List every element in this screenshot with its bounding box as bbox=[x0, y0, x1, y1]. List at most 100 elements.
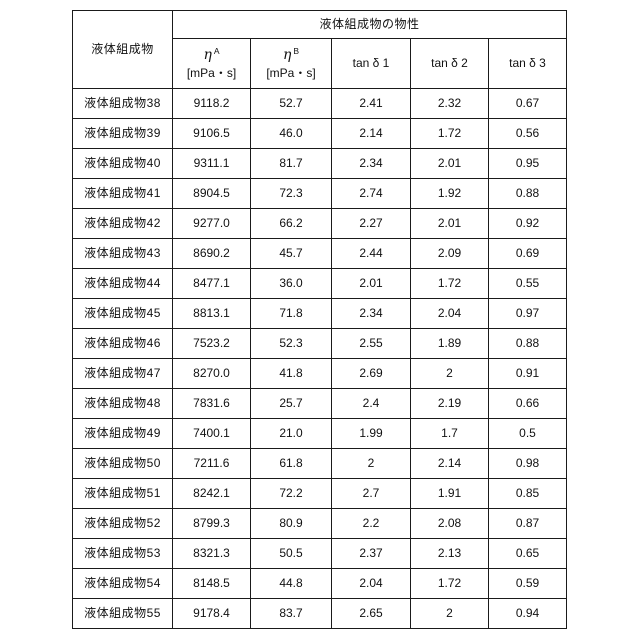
eta-b-value-cell: 81.7 bbox=[250, 148, 332, 179]
row-label-cell: 液体組成物53 bbox=[72, 538, 173, 569]
eta-b-value-cell: 52.3 bbox=[250, 328, 332, 359]
eta-b-value-cell: 25.7 bbox=[250, 388, 332, 419]
tan-delta-2-value-cell: 2.04 bbox=[410, 298, 489, 329]
group-header-cell: 液体組成物の物性 bbox=[172, 10, 567, 39]
eta-a-value-cell: 9277.0 bbox=[172, 208, 251, 239]
tan-delta-1-value-cell: 2.01 bbox=[331, 268, 411, 299]
tan-delta-3-value-cell: 0.56 bbox=[488, 118, 567, 149]
tan-delta-1-value-cell: 2 bbox=[331, 448, 411, 479]
table-row: 液体組成物54 8148.5 44.8 2.04 1.72 0.59 bbox=[72, 568, 567, 599]
eta-b-value-cell: 52.7 bbox=[250, 88, 332, 119]
tan-delta-1-value-cell: 2.65 bbox=[331, 598, 411, 629]
row-label-cell: 液体組成物45 bbox=[72, 298, 173, 329]
row-label-cell: 液体組成物40 bbox=[72, 148, 173, 179]
tan-delta-3-value-cell: 0.98 bbox=[488, 448, 567, 479]
row-label-cell: 液体組成物55 bbox=[72, 598, 173, 629]
row-label-cell: 液体組成物47 bbox=[72, 358, 173, 389]
tan-delta-3-value-cell: 0.92 bbox=[488, 208, 567, 239]
table-row: 液体組成物51 8242.1 72.2 2.7 1.91 0.85 bbox=[72, 478, 567, 509]
eta-b-value-cell: 41.8 bbox=[250, 358, 332, 389]
eta-a-value-cell: 7400.1 bbox=[172, 418, 251, 449]
tan-delta-2-value-cell: 2.19 bbox=[410, 388, 489, 419]
table-row: 液体組成物42 9277.0 66.2 2.27 2.01 0.92 bbox=[72, 208, 567, 239]
tan-delta-3-value-cell: 0.94 bbox=[488, 598, 567, 629]
eta-a-value-cell: 9178.4 bbox=[172, 598, 251, 629]
tan-delta-1-value-cell: 2.2 bbox=[331, 508, 411, 539]
row-label-cell: 液体組成物49 bbox=[72, 418, 173, 449]
tan-delta-1-value-cell: 2.74 bbox=[331, 178, 411, 209]
row-label-cell: 液体組成物50 bbox=[72, 448, 173, 479]
row-header-cell: 液体組成物 bbox=[72, 10, 173, 89]
tan-delta-3-value-cell: 0.65 bbox=[488, 538, 567, 569]
tan-delta-2-value-cell: 2 bbox=[410, 358, 489, 389]
tan-delta-3-value-cell: 0.87 bbox=[488, 508, 567, 539]
tan-delta-2-value-cell: 2.08 bbox=[410, 508, 489, 539]
eta-a-value-cell: 8270.0 bbox=[172, 358, 251, 389]
tan-delta-1-value-cell: 2.04 bbox=[331, 568, 411, 599]
tan-delta-3-value-cell: 0.91 bbox=[488, 358, 567, 389]
eta-a-value-cell: 7523.2 bbox=[172, 328, 251, 359]
col-header-tan-delta-1: tan δ 1 bbox=[331, 38, 411, 89]
tan-delta-1-value-cell: 2.34 bbox=[331, 148, 411, 179]
tan-delta-1-value-cell: 2.14 bbox=[331, 118, 411, 149]
tan-delta-2-value-cell: 2.09 bbox=[410, 238, 489, 269]
row-label-cell: 液体組成物39 bbox=[72, 118, 173, 149]
row-label-cell: 液体組成物48 bbox=[72, 388, 173, 419]
tan-delta-3-value-cell: 0.88 bbox=[488, 178, 567, 209]
eta-b-value-cell: 61.8 bbox=[250, 448, 332, 479]
tan-delta-2-value-cell: 1.89 bbox=[410, 328, 489, 359]
eta-a-value-cell: 8799.3 bbox=[172, 508, 251, 539]
col-header-tan-delta-3: tan δ 3 bbox=[488, 38, 567, 89]
tan-delta-1-value-cell: 2.7 bbox=[331, 478, 411, 509]
tan-delta-2-value-cell: 1.72 bbox=[410, 118, 489, 149]
tan-delta-1-value-cell: 2.44 bbox=[331, 238, 411, 269]
row-label-cell: 液体組成物44 bbox=[72, 268, 173, 299]
tan-delta-2-value-cell: 2.01 bbox=[410, 208, 489, 239]
tan-delta-1-value-cell: 2.55 bbox=[331, 328, 411, 359]
eta-b-value-cell: 80.9 bbox=[250, 508, 332, 539]
table-body: 液体組成物38 9118.2 52.7 2.41 2.32 0.67 液体組成物… bbox=[72, 88, 567, 629]
tan-delta-2-value-cell: 2 bbox=[410, 598, 489, 629]
eta-b-value-cell: 66.2 bbox=[250, 208, 332, 239]
tan-delta-1-value-cell: 2.4 bbox=[331, 388, 411, 419]
row-label-cell: 液体組成物46 bbox=[72, 328, 173, 359]
tan-delta-2-value-cell: 2.01 bbox=[410, 148, 489, 179]
eta-b-value-cell: 45.7 bbox=[250, 238, 332, 269]
table-row: 液体組成物50 7211.6 61.8 2 2.14 0.98 bbox=[72, 448, 567, 479]
row-label-cell: 液体組成物41 bbox=[72, 178, 173, 209]
tan-delta-3-value-cell: 0.5 bbox=[488, 418, 567, 449]
table-row: 液体組成物43 8690.2 45.7 2.44 2.09 0.69 bbox=[72, 238, 567, 269]
eta-b-value-cell: 36.0 bbox=[250, 268, 332, 299]
eta-b-value-cell: 71.8 bbox=[250, 298, 332, 329]
eta-b-value-cell: 72.3 bbox=[250, 178, 332, 209]
eta-b-value-cell: 83.7 bbox=[250, 598, 332, 629]
tan-delta-1-value-cell: 1.99 bbox=[331, 418, 411, 449]
eta-a-value-cell: 7831.6 bbox=[172, 388, 251, 419]
tan-delta-2-value-cell: 1.7 bbox=[410, 418, 489, 449]
eta-b-value-cell: 50.5 bbox=[250, 538, 332, 569]
row-label-cell: 液体組成物52 bbox=[72, 508, 173, 539]
tan-delta-2-value-cell: 1.72 bbox=[410, 268, 489, 299]
col-header-tan-delta-2: tan δ 2 bbox=[410, 38, 489, 89]
tan-delta-3-value-cell: 0.85 bbox=[488, 478, 567, 509]
eta-b-value-cell: 46.0 bbox=[250, 118, 332, 149]
group-header-row: 液体組成物 液体組成物の物性 bbox=[72, 10, 567, 89]
tan-delta-3-value-cell: 0.88 bbox=[488, 328, 567, 359]
eta-a-value-cell: 9106.5 bbox=[172, 118, 251, 149]
tan-delta-1-value-cell: 2.37 bbox=[331, 538, 411, 569]
table-row: 液体組成物47 8270.0 41.8 2.69 2 0.91 bbox=[72, 358, 567, 389]
tan-delta-1-value-cell: 2.41 bbox=[331, 88, 411, 119]
table-row: 液体組成物55 9178.4 83.7 2.65 2 0.94 bbox=[72, 598, 567, 629]
tan-delta-3-value-cell: 0.66 bbox=[488, 388, 567, 419]
eta-a-value-cell: 9311.1 bbox=[172, 148, 251, 179]
table-row: 液体組成物39 9106.5 46.0 2.14 1.72 0.56 bbox=[72, 118, 567, 149]
tan-delta-2-value-cell: 2.13 bbox=[410, 538, 489, 569]
table-row: 液体組成物40 9311.1 81.7 2.34 2.01 0.95 bbox=[72, 148, 567, 179]
eta-b-unit: [mPa・s] bbox=[266, 65, 316, 80]
row-label-cell: 液体組成物54 bbox=[72, 568, 173, 599]
eta-a-value-cell: 8813.1 bbox=[172, 298, 251, 329]
